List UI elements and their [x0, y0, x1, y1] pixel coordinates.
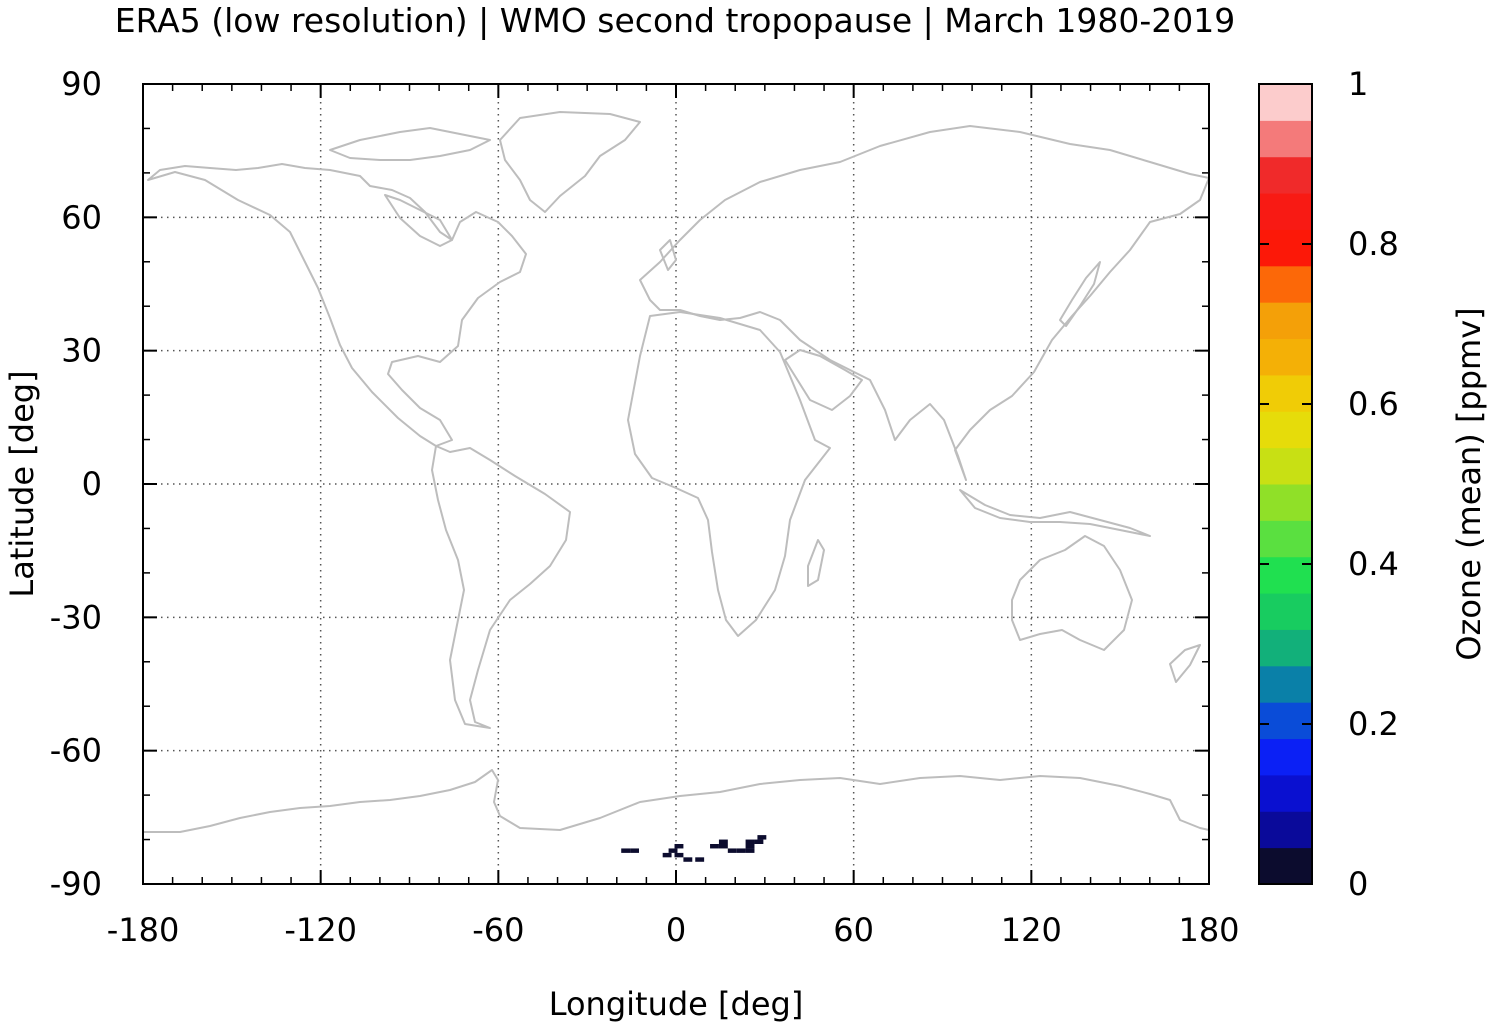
colorbar-swatch	[1259, 520, 1312, 558]
y-axis-ticks: 90 60 30 0 -30 -60 -90	[50, 65, 1209, 903]
colorbar-tick-label: 0	[1348, 865, 1368, 903]
data-cells	[621, 835, 767, 862]
grid-lines	[143, 84, 1209, 884]
x-tick-label: 0	[666, 911, 686, 949]
colorbar: 1 0.8 0.6 0.4 0.2 0	[1258, 65, 1399, 903]
coast-british-isles	[659, 239, 677, 271]
data-cell	[621, 848, 631, 853]
coast-south-america	[431, 445, 571, 729]
colorbar-swatch	[1259, 811, 1312, 849]
coast-madagascar	[807, 539, 825, 587]
data-cell	[718, 844, 728, 849]
data-cell	[662, 852, 672, 858]
colorbar-swatch	[1259, 193, 1312, 230]
colorbar-swatch	[1259, 702, 1312, 740]
data-cell	[674, 844, 684, 849]
colorbar-tick-label: 0.6	[1348, 385, 1399, 423]
colorbar-frame	[1258, 83, 1313, 885]
y-axis-label: Latitude [deg]	[3, 370, 41, 597]
x-tick-label: -120	[284, 911, 357, 949]
colorbar-swatch	[1259, 265, 1312, 303]
colorbar-swatch	[1259, 338, 1312, 376]
coast-north-america	[147, 163, 527, 447]
data-cell	[683, 857, 693, 862]
y-tick-label: -30	[50, 598, 102, 636]
colorbar-swatch	[1259, 411, 1312, 449]
y-tick-label: 0	[82, 465, 102, 503]
x-tick-label: -60	[472, 911, 524, 949]
coast-hudson-bay	[384, 194, 453, 247]
figure-title: ERA5 (low resolution) | WMO second tropo…	[115, 1, 1236, 40]
data-cell	[745, 844, 755, 849]
coast-africa	[627, 311, 831, 637]
data-cell	[736, 848, 746, 853]
colorbar-swatch	[1259, 738, 1312, 776]
y-tick-label: -90	[50, 865, 102, 903]
colorbar-swatch	[1259, 847, 1312, 885]
data-cell	[695, 857, 705, 862]
data-cell	[668, 848, 678, 853]
colorbar-swatch	[1259, 84, 1312, 121]
y-tick-label: -60	[50, 732, 102, 770]
y-tick-label: 90	[61, 65, 102, 103]
colorbar-tick-label: 0.2	[1348, 705, 1399, 743]
colorbar-label: Ozone (mean) [ppmv]	[1450, 307, 1488, 660]
data-cell	[727, 848, 737, 853]
coast-arctic-islands	[329, 127, 491, 161]
coast-eurasia	[639, 125, 1210, 481]
data-cell	[745, 848, 755, 853]
data-cell	[718, 839, 728, 844]
x-axis-label: Longitude [deg]	[549, 985, 804, 1023]
data-cell	[630, 848, 639, 853]
colorbar-swatch	[1259, 774, 1312, 812]
coast-new-zealand	[1169, 644, 1201, 683]
coast-indonesia	[959, 489, 1151, 537]
colorbar-tick-label: 0.8	[1348, 225, 1399, 263]
y-tick-label: 30	[61, 332, 102, 370]
colorbar-tick-label: 1	[1348, 65, 1368, 103]
coast-antarctica	[142, 769, 1210, 833]
colorbar-swatch	[1259, 120, 1312, 158]
colorbar-swatch	[1259, 556, 1312, 594]
data-cell	[674, 852, 684, 858]
colorbar-swatch	[1259, 447, 1312, 485]
colorbar-swatch	[1259, 302, 1312, 340]
x-axis-ticks: -180 -120 -60 0 60 120 180	[107, 84, 1240, 949]
colorbar-tick-label: 0.4	[1348, 545, 1399, 583]
colorbar-swatch	[1259, 593, 1312, 630]
colorbar-swatch	[1259, 629, 1312, 667]
x-tick-label: 120	[1001, 911, 1062, 949]
colorbar-swatch	[1259, 374, 1312, 412]
coast-japan	[1059, 261, 1101, 327]
colorbar-swatch	[1259, 229, 1312, 267]
x-tick-label: 180	[1178, 911, 1239, 949]
x-tick-label: -180	[107, 911, 180, 949]
coast-greenland	[499, 111, 641, 213]
colorbar-swatch	[1259, 484, 1312, 521]
coast-australia	[1011, 535, 1133, 651]
colorbar-swatch	[1259, 156, 1312, 194]
map-plot-area: -180 -120 -60 0 60 120 180 90 60 30 0 -30 -60 -90	[50, 65, 1240, 949]
data-cell	[710, 844, 719, 849]
y-tick-label: 60	[61, 198, 102, 236]
coast-arabia	[784, 349, 863, 411]
coastlines	[142, 111, 1210, 833]
x-tick-label: 60	[833, 911, 874, 949]
data-cell	[745, 839, 755, 844]
data-cell	[754, 839, 764, 844]
data-cell	[757, 835, 767, 840]
colorbar-swatch	[1259, 665, 1312, 703]
